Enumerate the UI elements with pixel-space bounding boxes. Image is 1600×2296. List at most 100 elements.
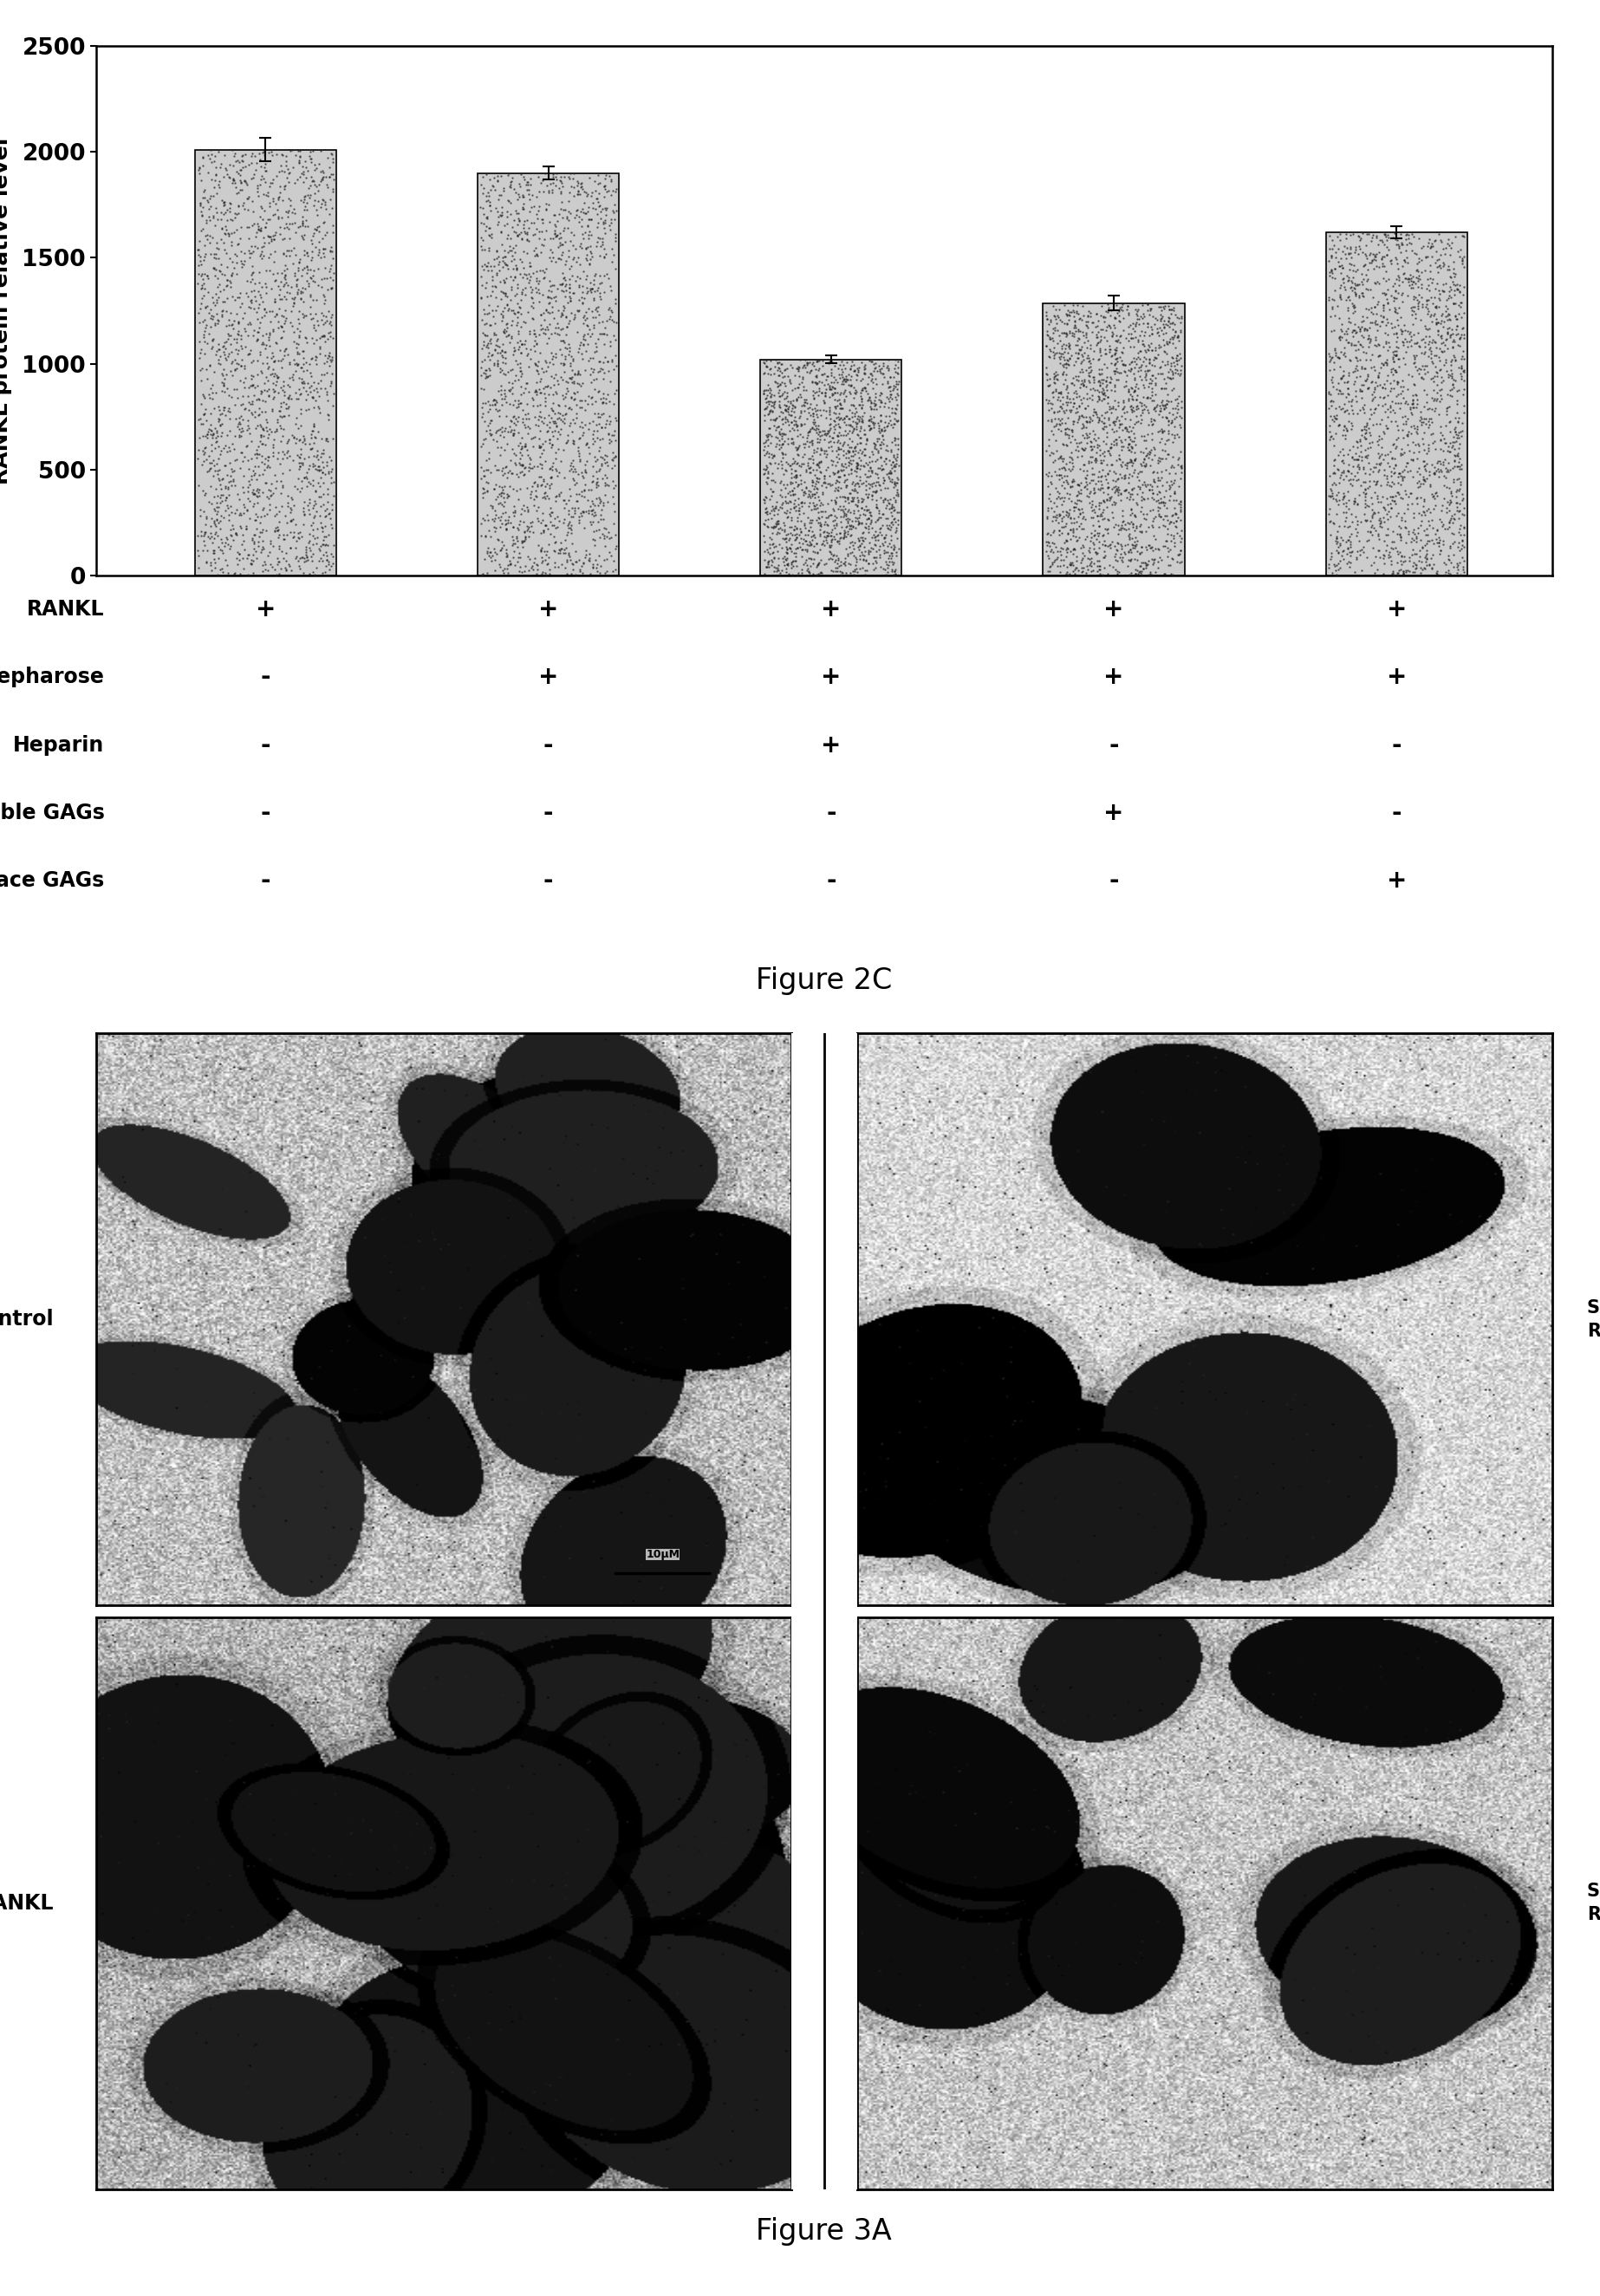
Point [1322,344,1347,381]
Point [1069,397,1094,434]
Point [557,223,582,259]
Point [1053,326,1078,363]
Point [1398,317,1424,354]
Point [229,413,254,450]
Point [830,448,856,484]
Point [1080,461,1106,498]
Point [1078,429,1104,466]
Point [826,397,851,434]
Point [1120,445,1146,482]
Point [509,356,534,393]
Point [486,328,512,365]
Point [758,377,784,413]
Point [1317,457,1342,494]
Point [1102,406,1128,443]
Point [1403,413,1429,450]
Point [1110,335,1136,372]
Point [758,521,784,558]
Point [309,239,334,276]
Point [494,287,520,324]
Point [274,209,299,246]
Point [1109,432,1134,468]
Point [1070,338,1096,374]
Point [205,388,230,425]
Point [1437,503,1462,540]
Point [1093,335,1118,372]
Point [269,220,294,257]
Point [754,466,779,503]
Point [574,207,600,243]
Point [1134,434,1160,471]
Point [842,436,867,473]
Point [1075,445,1101,482]
Point [317,335,342,372]
Point [573,230,598,266]
Point [797,388,822,425]
Point [517,475,542,512]
Point [1387,349,1413,386]
Point [1430,544,1456,581]
Point [586,220,611,257]
Point [1069,464,1094,501]
Point [795,501,821,537]
Point [1061,386,1086,422]
Point [211,429,237,466]
Point [576,404,602,441]
Point [757,379,782,416]
Point [882,464,907,501]
Point [237,416,262,452]
Point [506,535,531,572]
Point [1104,533,1130,569]
Point [485,181,510,218]
Point [1330,411,1355,448]
Point [291,179,317,216]
Point [822,549,848,585]
Point [1389,480,1414,517]
Point [490,528,515,565]
Point [1050,441,1075,478]
Point [1093,526,1118,563]
Point [1163,342,1189,379]
Point [800,344,826,381]
Point [1446,420,1472,457]
Point [1082,544,1107,581]
Point [530,553,555,590]
Point [477,177,502,214]
Point [594,510,619,546]
Point [554,298,579,335]
Point [851,523,877,560]
Point [507,216,533,253]
Point [882,436,907,473]
Point [834,519,859,556]
Point [1050,356,1075,393]
Point [840,464,866,501]
Point [1112,445,1138,482]
Point [850,390,875,427]
Point [474,351,499,388]
Point [1414,377,1440,413]
Point [795,427,821,464]
Point [1120,482,1146,519]
Point [250,324,275,360]
Point [318,232,344,269]
Point [874,507,899,544]
Point [221,214,246,250]
Point [834,501,859,537]
Point [498,282,523,319]
Point [1101,468,1126,505]
Point [203,149,229,186]
Point [1371,239,1397,276]
Point [515,172,541,209]
Point [1078,455,1104,491]
Point [270,540,296,576]
Point [830,360,856,397]
Point [1445,420,1470,457]
Text: Figure 3A: Figure 3A [757,2216,891,2245]
Point [574,315,600,351]
Point [518,507,544,544]
Point [1117,402,1142,439]
Point [765,546,790,583]
Point [1346,308,1371,344]
Point [1118,503,1144,540]
Point [829,390,854,427]
